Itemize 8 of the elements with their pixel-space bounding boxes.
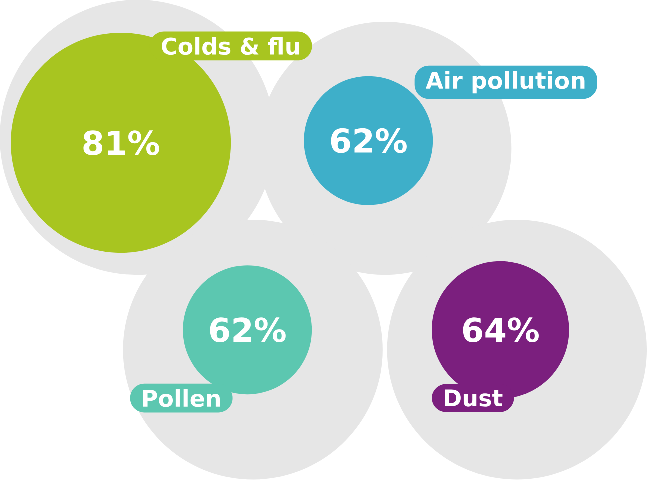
- category-label: Dust: [445, 390, 503, 407]
- data-label: 62%: [331, 128, 407, 154]
- data-label: 62%: [210, 318, 286, 343]
- category-label: Pollen: [143, 390, 220, 408]
- data-label: 81%: [84, 130, 160, 156]
- category-label: Colds & flu: [162, 37, 300, 56]
- category-label: Air pollution: [426, 72, 585, 94]
- data-label: 64%: [463, 318, 539, 343]
